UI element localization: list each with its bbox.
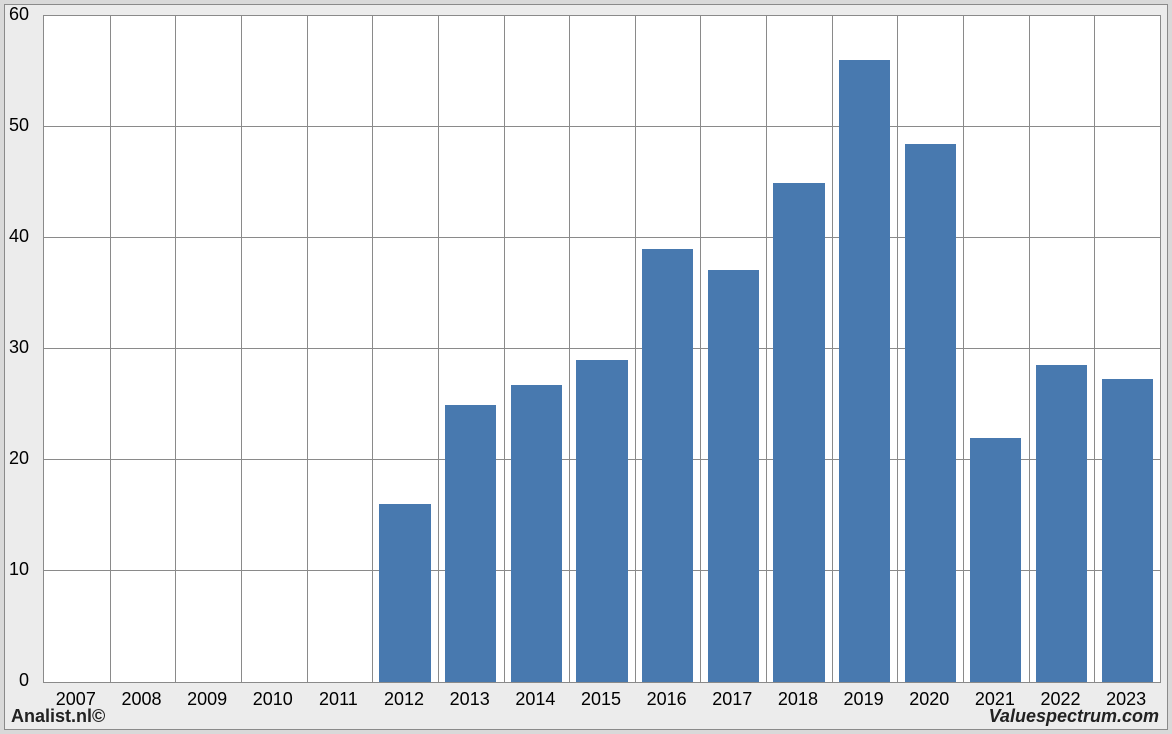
footer-credit-left: Analist.nl© xyxy=(11,706,105,727)
grid-line-v xyxy=(1094,16,1095,682)
grid-line-h xyxy=(44,348,1160,349)
bar xyxy=(1102,379,1153,682)
grid-line-v xyxy=(963,16,964,682)
x-tick-label: 2019 xyxy=(831,689,897,710)
grid-line-h xyxy=(44,126,1160,127)
bar xyxy=(970,438,1021,682)
bar xyxy=(576,360,627,682)
grid-line-v xyxy=(897,16,898,682)
plot-area xyxy=(43,15,1161,683)
grid-line-v xyxy=(438,16,439,682)
x-tick-label: 2010 xyxy=(240,689,306,710)
bar xyxy=(642,249,693,682)
y-tick-label: 0 xyxy=(0,670,29,691)
grid-line-v xyxy=(766,16,767,682)
x-tick-label: 2020 xyxy=(896,689,962,710)
x-tick-label: 2013 xyxy=(437,689,503,710)
x-tick-label: 2016 xyxy=(634,689,700,710)
grid-line-v xyxy=(504,16,505,682)
grid-line-v xyxy=(241,16,242,682)
x-tick-label: 2011 xyxy=(305,689,371,710)
grid-line-v xyxy=(372,16,373,682)
y-tick-label: 40 xyxy=(0,226,29,247)
bar xyxy=(773,183,824,683)
bar xyxy=(1036,365,1087,682)
x-tick-label: 2012 xyxy=(371,689,437,710)
bar xyxy=(379,504,430,682)
grid-line-v xyxy=(700,16,701,682)
grid-line-v xyxy=(175,16,176,682)
grid-line-v xyxy=(832,16,833,682)
bar xyxy=(839,60,890,682)
grid-line-h xyxy=(44,237,1160,238)
grid-line-v xyxy=(1029,16,1030,682)
grid-line-v xyxy=(635,16,636,682)
bar xyxy=(708,270,759,682)
grid-line-v xyxy=(110,16,111,682)
y-tick-label: 60 xyxy=(0,4,29,25)
x-tick-label: 2008 xyxy=(108,689,174,710)
x-tick-label: 2017 xyxy=(699,689,765,710)
x-tick-label: 2018 xyxy=(765,689,831,710)
chart-outer-frame: 0102030405060 20072008200920102011201220… xyxy=(4,4,1168,730)
grid-line-v xyxy=(569,16,570,682)
x-tick-label: 2009 xyxy=(174,689,240,710)
bar xyxy=(445,405,496,683)
grid-line-v xyxy=(307,16,308,682)
bar xyxy=(511,385,562,682)
x-tick-label: 2014 xyxy=(502,689,568,710)
x-tick-label: 2015 xyxy=(568,689,634,710)
y-tick-label: 20 xyxy=(0,448,29,469)
y-tick-label: 50 xyxy=(0,115,29,136)
bar xyxy=(905,144,956,682)
y-tick-label: 30 xyxy=(0,337,29,358)
y-tick-label: 10 xyxy=(0,559,29,580)
footer-credit-right: Valuespectrum.com xyxy=(989,706,1159,727)
